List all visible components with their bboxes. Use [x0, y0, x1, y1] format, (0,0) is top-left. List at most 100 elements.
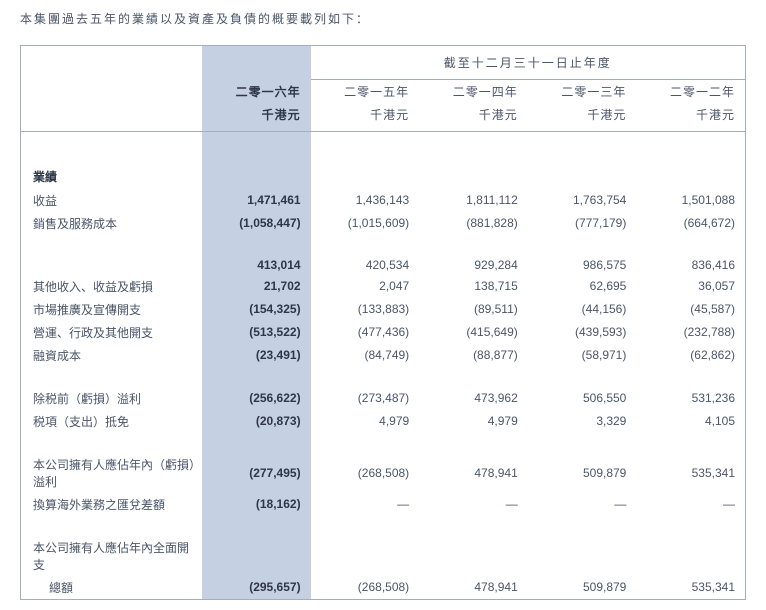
row-pbt: 除税前（虧損）溢利 (256,622) (273,487) 473,962 50… — [21, 387, 745, 410]
val-po-2014: 478,941 — [419, 453, 528, 493]
val-oi-2012: 36,057 — [636, 275, 745, 298]
label-admin: 營運、行政及其他開支 — [21, 321, 202, 344]
row-other-income: 其他收入、收益及虧損 21,702 2,047 138,715 62,695 3… — [21, 275, 745, 298]
val-tci-2012: 535,341 — [636, 576, 745, 599]
val-admin-2015: (477,436) — [311, 321, 420, 344]
val-fin-2013: (58,971) — [528, 344, 637, 367]
val-revenue-2015: 1,436,143 — [311, 189, 420, 212]
val-oi-2015: 2,047 — [311, 275, 420, 298]
val-revenue-2014: 1,811,112 — [419, 189, 528, 212]
row-profit-owners: 本公司擁有人應佔年內（虧損）溢利 (277,495) (268,508) 478… — [21, 453, 745, 493]
header-period: 截至十二月三十一日止年度 — [311, 46, 745, 80]
results-title: 業績 — [21, 152, 202, 189]
label-revenue: 收益 — [21, 189, 202, 212]
val-tci-2014: 478,941 — [419, 576, 528, 599]
row-tci: 總額 (295,657) (268,508) 478,941 509,879 5… — [21, 576, 745, 599]
val-tci-2013: 509,879 — [528, 576, 637, 599]
unit-2012: 千港元 — [636, 103, 745, 132]
val-oi-2016: 21,702 — [202, 275, 311, 298]
val-revenue-2012: 1,501,088 — [636, 189, 745, 212]
val-oi-2014: 138,715 — [419, 275, 528, 298]
val-pbt-2014: 473,962 — [419, 387, 528, 410]
unit-2014: 千港元 — [419, 103, 528, 132]
val-cost-2015: (1,015,609) — [311, 212, 420, 235]
header-blank — [21, 46, 202, 80]
val-fx-2012: — — [636, 493, 745, 516]
val-tax-2014: 4,979 — [419, 410, 528, 433]
val-tax-2016: (20,873) — [202, 410, 311, 433]
val-gross-2015: 420,534 — [311, 255, 420, 275]
val-gross-2013: 986,575 — [528, 255, 637, 275]
header-blank-hl — [202, 46, 311, 80]
val-admin-2014: (415,649) — [419, 321, 528, 344]
val-mkt-2012: (45,587) — [636, 298, 745, 321]
val-pbt-2013: 506,550 — [528, 387, 637, 410]
unit-2015: 千港元 — [311, 103, 420, 132]
val-fin-2012: (62,862) — [636, 344, 745, 367]
label-marketing: 市場推廣及宣傳開支 — [21, 298, 202, 321]
row-revenue: 收益 1,471,461 1,436,143 1,811,112 1,763,7… — [21, 189, 745, 212]
unit-2013: 千港元 — [528, 103, 637, 132]
val-mkt-2014: (89,511) — [419, 298, 528, 321]
val-gross-2014: 929,284 — [419, 255, 528, 275]
row-gross: 413,014 420,534 929,284 986,575 836,416 — [21, 255, 745, 275]
label-other-income: 其他收入、收益及虧損 — [21, 275, 202, 298]
financial-summary-table: 截至十二月三十一日止年度 二零一六年 二零一五年 二零一四年 二零一三年 二零一… — [21, 46, 745, 599]
val-mkt-2013: (44,156) — [528, 298, 637, 321]
label-profit-owners: 本公司擁有人應佔年內（虧損）溢利 — [21, 453, 202, 493]
val-cost-2013: (777,179) — [528, 212, 637, 235]
val-po-2016: (277,495) — [202, 453, 311, 493]
year-2013: 二零一三年 — [528, 80, 637, 104]
label-tci-2: 總額 — [21, 576, 202, 599]
val-tax-2013: 3,329 — [528, 410, 637, 433]
intro-text: 本集團過去五年的業績以及資產及負債的概要載列如下： — [20, 10, 746, 27]
val-cost-2014: (881,828) — [419, 212, 528, 235]
label-cost: 銷售及服務成本 — [21, 212, 202, 235]
val-fin-2015: (84,749) — [311, 344, 420, 367]
val-oi-2013: 62,695 — [528, 275, 637, 298]
year-2016: 二零一六年 — [202, 80, 311, 104]
row-tax: 税項（支出）抵免 (20,873) 4,979 4,979 3,329 4,10… — [21, 410, 745, 433]
val-admin-2012: (232,788) — [636, 321, 745, 344]
row-cost: 銷售及服務成本 (1,058,447) (1,015,609) (881,828… — [21, 212, 745, 235]
val-fx-2015: — — [311, 493, 420, 516]
val-gross-2012: 836,416 — [636, 255, 745, 275]
val-cost-2016: (1,058,447) — [202, 212, 311, 235]
label-tax: 税項（支出）抵免 — [21, 410, 202, 433]
val-fx-2013: — — [528, 493, 637, 516]
val-tci-2015: (268,508) — [311, 576, 420, 599]
val-cost-2012: (664,672) — [636, 212, 745, 235]
row-tci-label: 本公司擁有人應佔年內全面開支 — [21, 536, 745, 576]
val-fin-2016: (23,491) — [202, 344, 311, 367]
label-fx: 換算海外業務之匯兌差額 — [21, 493, 202, 516]
row-finance: 融資成本 (23,491) (84,749) (88,877) (58,971)… — [21, 344, 745, 367]
row-admin: 營運、行政及其他開支 (513,522) (477,436) (415,649)… — [21, 321, 745, 344]
row-fx: 換算海外業務之匯兌差額 (18,162) — — — — — [21, 493, 745, 516]
val-po-2015: (268,508) — [311, 453, 420, 493]
val-tax-2015: 4,979 — [311, 410, 420, 433]
label-pbt: 除税前（虧損）溢利 — [21, 387, 202, 410]
label-finance: 融資成本 — [21, 344, 202, 367]
val-fin-2014: (88,877) — [419, 344, 528, 367]
val-admin-2013: (439,593) — [528, 321, 637, 344]
val-fx-2016: (18,162) — [202, 493, 311, 516]
val-gross-2016: 413,014 — [202, 255, 311, 275]
year-2012: 二零一二年 — [636, 80, 745, 104]
val-po-2013: 509,879 — [528, 453, 637, 493]
year-2015: 二零一五年 — [311, 80, 420, 104]
val-pbt-2016: (256,622) — [202, 387, 311, 410]
section-title-row: 業績 — [21, 152, 745, 189]
label-tci-1: 本公司擁有人應佔年內全面開支 — [21, 536, 202, 576]
val-pbt-2015: (273,487) — [311, 387, 420, 410]
val-po-2012: 535,341 — [636, 453, 745, 493]
val-admin-2016: (513,522) — [202, 321, 311, 344]
val-revenue-2013: 1,763,754 — [528, 189, 637, 212]
financial-summary-table-wrap: 截至十二月三十一日止年度 二零一六年 二零一五年 二零一四年 二零一三年 二零一… — [20, 45, 746, 600]
val-tax-2012: 4,105 — [636, 410, 745, 433]
label-gross — [21, 255, 202, 275]
unit-2016: 千港元 — [202, 103, 311, 132]
year-2014: 二零一四年 — [419, 80, 528, 104]
val-mkt-2016: (154,325) — [202, 298, 311, 321]
val-revenue-2016: 1,471,461 — [202, 189, 311, 212]
row-marketing: 市場推廣及宣傳開支 (154,325) (133,883) (89,511) (… — [21, 298, 745, 321]
